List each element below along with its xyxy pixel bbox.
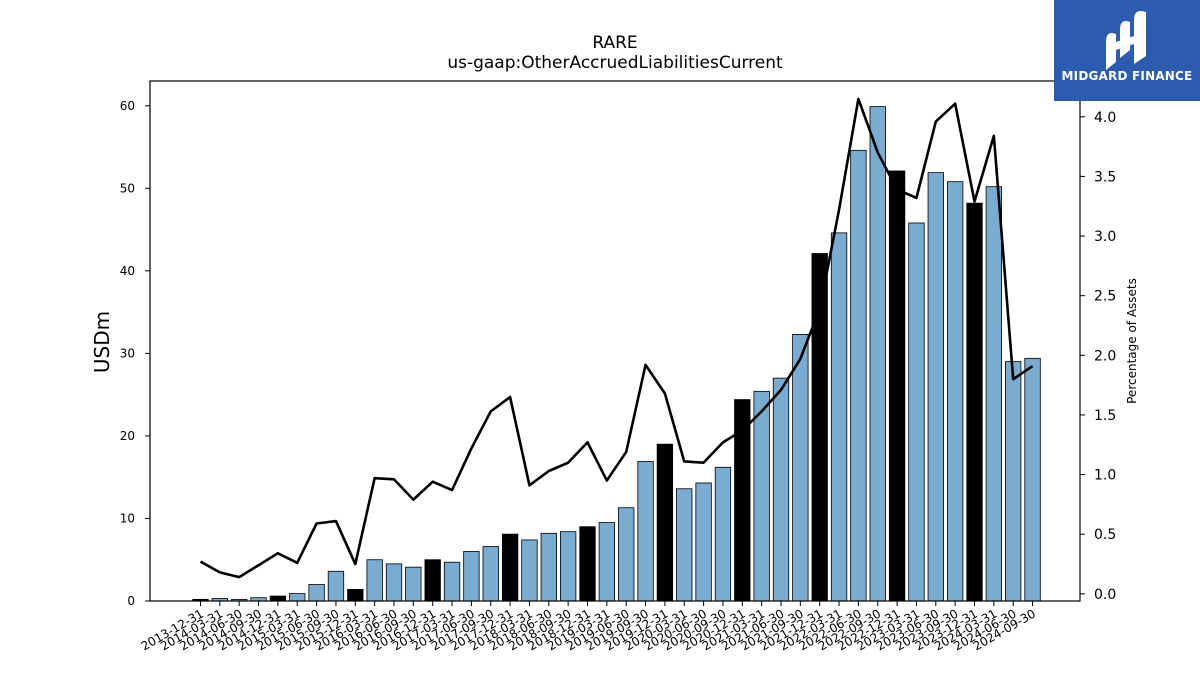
line-group bbox=[199, 97, 1034, 579]
bar-2016-12-31 bbox=[424, 559, 441, 602]
bar-2017-12-31 bbox=[501, 533, 519, 602]
y2-tick-label: 3.0 bbox=[1094, 229, 1116, 245]
y2-tick-label: 0.0 bbox=[1094, 587, 1116, 603]
plot-frame bbox=[149, 80, 1081, 602]
bar-2017-09-30 bbox=[482, 546, 499, 602]
bar-2023-09-30 bbox=[947, 181, 964, 602]
pct-assets-line bbox=[199, 97, 1034, 579]
bar-2022-06-30 bbox=[850, 149, 867, 602]
bar-2015-06-30 bbox=[308, 584, 325, 602]
bars-group bbox=[192, 106, 1041, 602]
bar-2019-12-31 bbox=[656, 443, 674, 602]
bar-2016-09-30 bbox=[405, 566, 422, 602]
y-tick-label: 0 bbox=[127, 594, 135, 608]
y2-tick-label: 2.0 bbox=[1094, 348, 1116, 364]
y2-axis-label: Percentage of Assets bbox=[1125, 278, 1139, 404]
bar-2016-03-31 bbox=[366, 559, 383, 602]
bar-2022-09-30 bbox=[869, 106, 886, 602]
y-axis-label: USDm bbox=[90, 311, 114, 373]
bar-2015-03-31 bbox=[289, 593, 306, 602]
bar-2018-09-30 bbox=[560, 531, 577, 602]
chart-title: RARE bbox=[592, 33, 637, 53]
y-tick-label: 30 bbox=[120, 346, 135, 360]
bar-2017-06-30 bbox=[463, 551, 480, 602]
y2-tick-label: 0.5 bbox=[1094, 527, 1116, 543]
y2-tick-label: 1.0 bbox=[1094, 468, 1116, 484]
bar-2020-03-31 bbox=[676, 488, 693, 602]
bar-2024-06-30 bbox=[1005, 361, 1022, 602]
bar-2022-03-31 bbox=[830, 232, 848, 602]
y-tick-label: 10 bbox=[120, 511, 135, 525]
bar-2019-03-31 bbox=[598, 522, 615, 602]
bar-2018-03-31 bbox=[521, 539, 538, 602]
y-tick-label: 50 bbox=[120, 181, 135, 195]
bar-2022-12-31 bbox=[888, 170, 906, 602]
brand-logo: MIDGARD FINANCE bbox=[1054, 0, 1200, 101]
y2-tick-label: 2.5 bbox=[1094, 289, 1116, 305]
bar-2015-09-30 bbox=[327, 570, 345, 602]
bar-2023-12-31 bbox=[966, 202, 983, 602]
bar-2020-09-30 bbox=[714, 466, 732, 602]
y2-tick-label: 4.0 bbox=[1094, 110, 1116, 126]
brand-name: MIDGARD FINANCE bbox=[1061, 69, 1193, 83]
bar-2021-09-30 bbox=[792, 333, 809, 602]
bar-2014-12-31 bbox=[269, 595, 287, 602]
bar-2019-06-30 bbox=[618, 507, 635, 602]
bar-2021-03-31 bbox=[753, 390, 770, 602]
midgard-m-logo-icon bbox=[1106, 11, 1146, 70]
bar-2019-09-30 bbox=[637, 461, 654, 602]
y2-tick-label: 1.5 bbox=[1094, 408, 1116, 424]
bar-2016-06-30 bbox=[385, 563, 403, 602]
chart-subtitle: us-gaap:OtherAccruedLiabilitiesCurrent bbox=[447, 53, 783, 73]
y-tick-label: 60 bbox=[120, 99, 135, 113]
bar-2023-03-31 bbox=[908, 222, 925, 602]
y2-tick-label: 3.5 bbox=[1094, 169, 1116, 185]
y-tick-label: 20 bbox=[120, 429, 135, 443]
bar-2021-06-30 bbox=[772, 377, 790, 602]
bar-2015-12-31 bbox=[347, 589, 364, 602]
bar-2020-06-30 bbox=[695, 482, 712, 602]
axes-group: 0 10 20 30 40 50 60 0.0 0.5 1.0 1.5 2.0 2.5 3.0 3.5 4.0… bbox=[120, 80, 1116, 653]
bar-2018-12-31 bbox=[579, 526, 596, 602]
bar-2017-03-31 bbox=[443, 561, 461, 602]
bar-2023-06-30 bbox=[927, 172, 944, 602]
bar-2018-06-30 bbox=[540, 532, 557, 602]
bar-2024-03-31 bbox=[985, 186, 1002, 602]
y-tick-label: 40 bbox=[120, 264, 135, 278]
bar-2024-09-30 bbox=[1024, 357, 1041, 602]
